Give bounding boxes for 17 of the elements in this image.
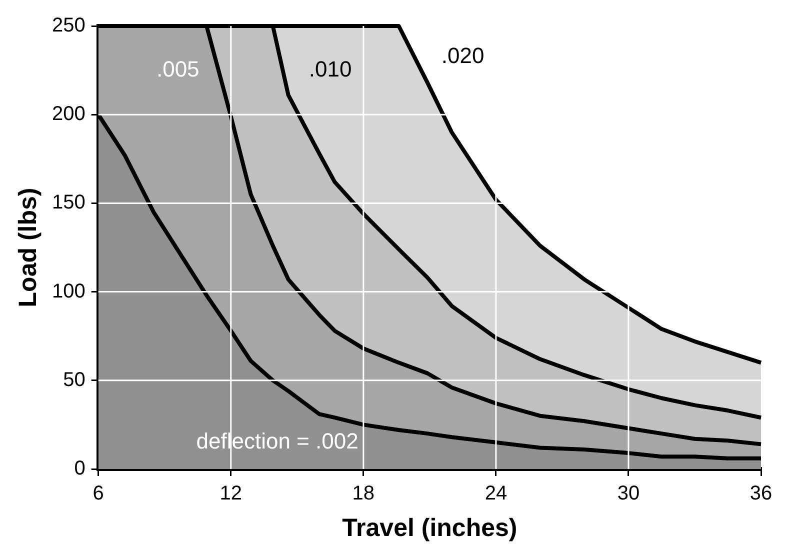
- y-tick-label: 0: [74, 458, 86, 480]
- x-tick-label: 6: [92, 482, 104, 505]
- y-tick-label: 100: [52, 280, 86, 302]
- x-axis-title: Travel (inches): [342, 514, 518, 542]
- series-label: .005: [156, 56, 200, 82]
- y-tick-label: 150: [52, 192, 86, 214]
- x-tick-label: 30: [617, 482, 640, 505]
- y-tick-label: 250: [52, 14, 86, 37]
- series-label: .020: [441, 43, 484, 68]
- y-tick-label: 50: [63, 368, 86, 391]
- series-label: .010: [308, 56, 352, 82]
- y-tick-label: 200: [52, 103, 86, 126]
- y-axis-title: Load (lbs): [14, 188, 42, 308]
- x-tick-label: 24: [484, 482, 508, 505]
- x-tick-label: 36: [750, 482, 772, 505]
- x-tick-label: 18: [352, 482, 375, 505]
- x-tick-label: 12: [220, 482, 242, 505]
